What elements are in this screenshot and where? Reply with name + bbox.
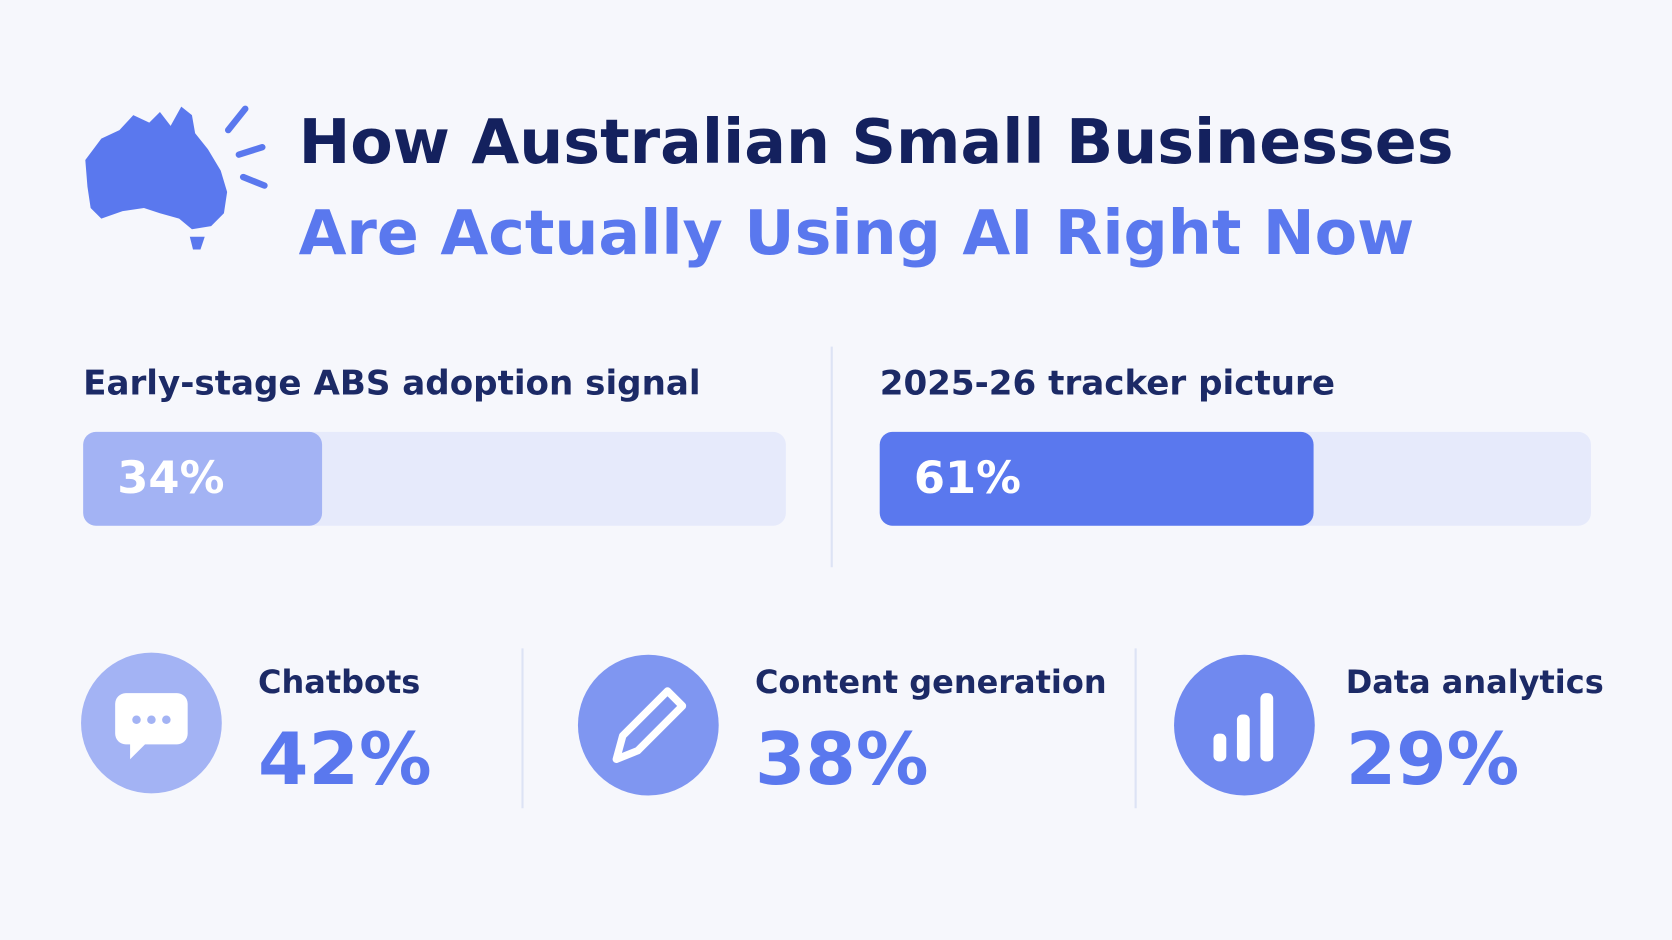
bar-value-label: 61% <box>914 451 1021 504</box>
pencil-icon <box>577 654 719 796</box>
spark-lines <box>224 105 268 189</box>
bar-label: 2025-26 tracker picture <box>880 364 1335 404</box>
title-line-1: How Australian Small Businesses <box>299 106 1454 178</box>
stat-value: 38% <box>755 718 929 802</box>
stat-section: Chatbots 42% Content generation 38% Data ana… <box>258 663 1604 802</box>
bar-label: Early-stage ABS adoption signal <box>83 364 700 404</box>
bar-fill <box>83 431 323 526</box>
stat-value: 42% <box>258 718 432 802</box>
chatbot-icon <box>81 652 222 794</box>
analytics-icon <box>1174 654 1315 796</box>
australia-icon <box>85 106 228 250</box>
title-line-2: Are Actually Using AI Right Now <box>299 197 1415 269</box>
bar-fill <box>879 431 1314 526</box>
stat-label: Chatbots <box>258 663 420 701</box>
bar-section: Early-stage ABS adoption signal 34% 2025-2… <box>83 364 1591 526</box>
stat-label: Data analytics <box>1346 663 1604 701</box>
bar-value-label: 34% <box>117 451 224 504</box>
stat-value: 29% <box>1346 718 1520 802</box>
stat-label: Content generation <box>755 663 1107 701</box>
